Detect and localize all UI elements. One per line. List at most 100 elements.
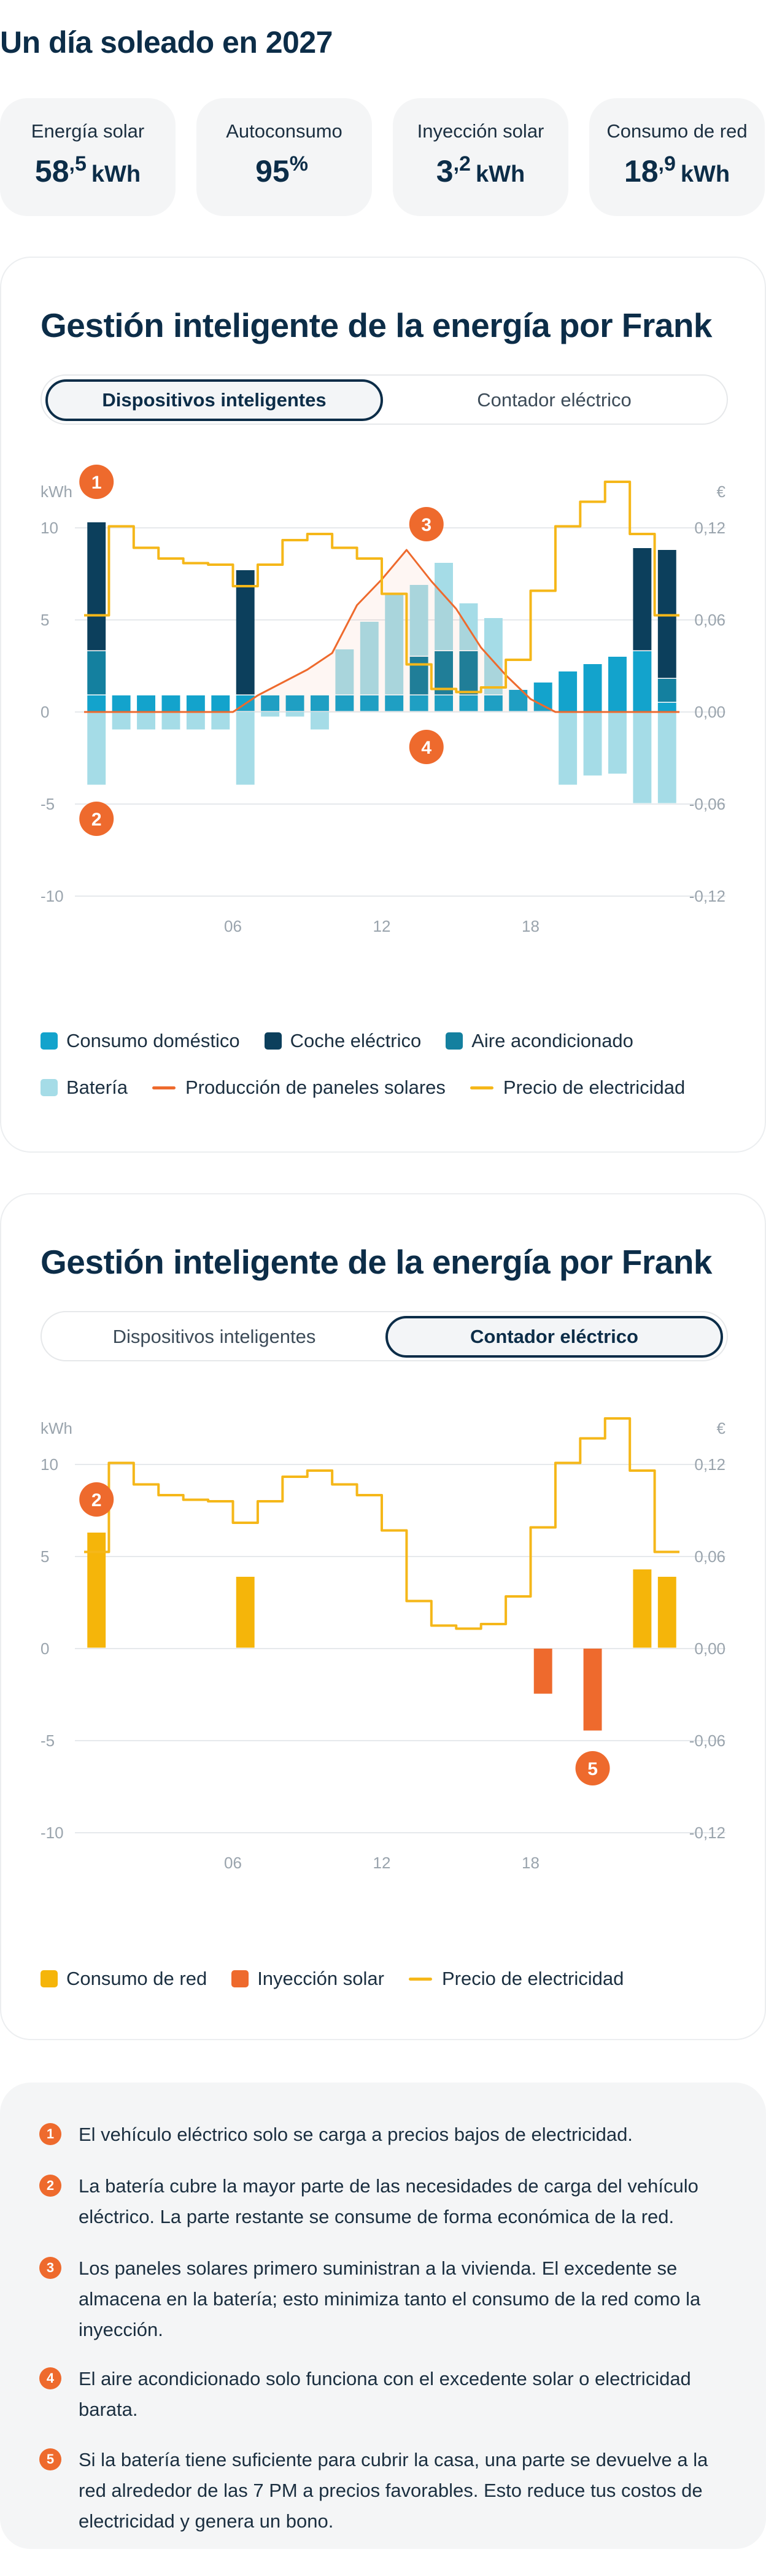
legend-label: Coche eléctrico bbox=[290, 1030, 422, 1051]
legend-swatch bbox=[41, 1970, 58, 1987]
annotation-marker bbox=[409, 507, 444, 541]
legend-row: Consumo doméstico Coche eléctrico Aire aco… bbox=[41, 1018, 734, 1064]
legend-label: Consumo de red bbox=[66, 1968, 207, 1989]
legend-label: Consumo doméstico bbox=[66, 1030, 240, 1051]
stat-label: Consumo de red bbox=[606, 120, 748, 142]
bars-group bbox=[87, 522, 676, 803]
annotation-marker bbox=[409, 730, 444, 764]
bateria-bar bbox=[211, 712, 230, 730]
consumo-domestico-bar bbox=[87, 695, 106, 711]
y-axis-unit: kWh bbox=[41, 1419, 72, 1437]
y2-axis-unit: € bbox=[717, 1419, 726, 1437]
bateria-bar bbox=[161, 712, 180, 730]
consumo-domestico-bar bbox=[360, 695, 379, 711]
bateria-bar bbox=[608, 712, 627, 774]
x-tick-label: 12 bbox=[373, 1854, 391, 1872]
y2-tick-label: 0,00 bbox=[694, 703, 725, 721]
legend-item-precio-de-electricidad: Precio de electricidad bbox=[470, 1077, 685, 1099]
legend-label: Precio de electricidad bbox=[503, 1077, 686, 1098]
consumo-domestico-bar bbox=[137, 695, 155, 711]
aire-acondicionado-bar bbox=[459, 651, 478, 695]
view-tabs: Dispositivos inteligentes Contador eléct… bbox=[41, 1311, 728, 1361]
annotation-marker bbox=[79, 802, 114, 836]
bateria-bar bbox=[559, 712, 578, 785]
y2-tick-label: 0,12 bbox=[694, 1455, 725, 1474]
consumo-domestico-bar bbox=[657, 703, 676, 711]
consumo-domestico-bar bbox=[335, 695, 354, 711]
y2-tick-label: -0,06 bbox=[689, 795, 725, 813]
note-text: Los paneles solares primero suministran … bbox=[79, 2257, 701, 2340]
legend-item-consumo-de-red: Consumo de red bbox=[41, 1968, 207, 1990]
bateria-bar bbox=[657, 712, 676, 803]
y-tick-label: 10 bbox=[41, 1455, 58, 1474]
tab-dispositivos-inteligentes[interactable]: Dispositivos inteligentes bbox=[45, 379, 383, 421]
note-item: 3 Los paneles solares primero suministra… bbox=[39, 2253, 733, 2345]
bateria-bar bbox=[385, 594, 404, 695]
chart-legend: Consumo doméstico Coche eléctrico Aire aco… bbox=[41, 1018, 734, 1111]
x-tick-label: 18 bbox=[522, 1854, 540, 1872]
note-number-badge: 3 bbox=[39, 2257, 61, 2279]
annotation-marker-label: 5 bbox=[587, 1759, 598, 1779]
legend-swatch bbox=[264, 1032, 282, 1050]
stat-label: Inyección solar bbox=[417, 120, 544, 142]
stat-label: Autoconsumo bbox=[226, 120, 342, 142]
bateria-bar bbox=[87, 712, 106, 785]
y-tick-label: 10 bbox=[41, 519, 58, 537]
view-tabs: Dispositivos inteligentes Contador eléct… bbox=[41, 374, 728, 425]
consumo-domestico-bar bbox=[435, 695, 453, 711]
chart-legend: Consumo de red Inyección solar Precio de e… bbox=[41, 1955, 734, 2002]
stat-value: 58,5 kWh bbox=[34, 152, 141, 188]
consumo-domestico-bar bbox=[385, 695, 404, 711]
legend-swatch bbox=[152, 1086, 176, 1089]
legend-label: Producción de paneles solares bbox=[185, 1077, 446, 1098]
note-number-badge: 4 bbox=[39, 2367, 61, 2389]
legend-swatch bbox=[470, 1086, 493, 1089]
consumo-domestico-bar bbox=[559, 671, 578, 711]
note-item: 5 Si la batería tiene suficiente para cu… bbox=[39, 2445, 733, 2537]
bateria-bar bbox=[311, 712, 329, 730]
inyeccion-solar-bar bbox=[583, 1649, 602, 1731]
annotation-marker bbox=[575, 1751, 610, 1785]
stat-card-consumo-de-red: Consumo de red 18,9 kWh bbox=[589, 98, 765, 216]
consumo-domestico-bar bbox=[311, 695, 329, 711]
y2-tick-label: -0,06 bbox=[689, 1731, 725, 1750]
energy-panel-devices: Gestión inteligente de la energía por Fr… bbox=[0, 257, 766, 1153]
tab-contador-electrico[interactable]: Contador eléctrico bbox=[385, 1316, 723, 1358]
legend-item-aire-acondicionado: Aire acondicionado bbox=[446, 1030, 633, 1052]
coche-electrico-bar bbox=[87, 522, 106, 651]
legend-swatch bbox=[41, 1079, 58, 1096]
legend-row: Consumo de red Inyección solar Precio de e… bbox=[41, 1955, 734, 2002]
consumo-de-red-bar bbox=[657, 1577, 676, 1648]
stat-value: 18,9 kWh bbox=[624, 152, 730, 188]
legend-swatch bbox=[446, 1032, 463, 1050]
energy-panel-meter: Gestión inteligente de la energía por Fr… bbox=[0, 1193, 766, 2040]
consumo-domestico-bar bbox=[112, 695, 131, 711]
aire-acondicionado-bar bbox=[87, 651, 106, 695]
stat-card-energia-solar: Energía solar 58,5 kWh bbox=[0, 98, 176, 216]
bateria-bar bbox=[261, 712, 280, 717]
consumo-domestico-bar bbox=[459, 695, 478, 711]
bateria-bar bbox=[285, 712, 304, 717]
coche-electrico-bar bbox=[236, 570, 255, 695]
y-tick-label: 5 bbox=[41, 1547, 49, 1566]
consumo-domestico-bar bbox=[211, 695, 230, 711]
page-title: Un día soleado en 2027 bbox=[0, 25, 333, 60]
consumo-domestico-bar bbox=[261, 695, 280, 711]
tab-contador-electrico[interactable]: Contador eléctrico bbox=[477, 389, 632, 411]
y2-tick-label: -0,12 bbox=[689, 887, 725, 905]
legend-item-coche-electrico: Coche eléctrico bbox=[264, 1030, 422, 1052]
y-axis-unit: kWh bbox=[41, 482, 72, 501]
note-text: Si la batería tiene suficiente para cubr… bbox=[79, 2449, 708, 2532]
legend-item-inyeccion-solar: Inyección solar bbox=[231, 1968, 384, 1990]
y2-tick-label: 0,00 bbox=[694, 1639, 725, 1658]
coche-electrico-bar bbox=[657, 550, 676, 678]
y-tick-label: -10 bbox=[41, 1824, 64, 1842]
legend-item-consumo-domestico: Consumo doméstico bbox=[41, 1030, 240, 1052]
stat-card-inyeccion-solar: Inyección solar 3,2 kWh bbox=[393, 98, 568, 216]
bateria-bar bbox=[360, 622, 379, 695]
tab-dispositivos-inteligentes[interactable]: Dispositivos inteligentes bbox=[112, 1326, 316, 1347]
legend-swatch bbox=[231, 1970, 249, 1987]
bateria-bar bbox=[484, 618, 503, 695]
x-tick-label: 06 bbox=[224, 917, 242, 935]
note-number-badge: 1 bbox=[39, 2123, 61, 2145]
